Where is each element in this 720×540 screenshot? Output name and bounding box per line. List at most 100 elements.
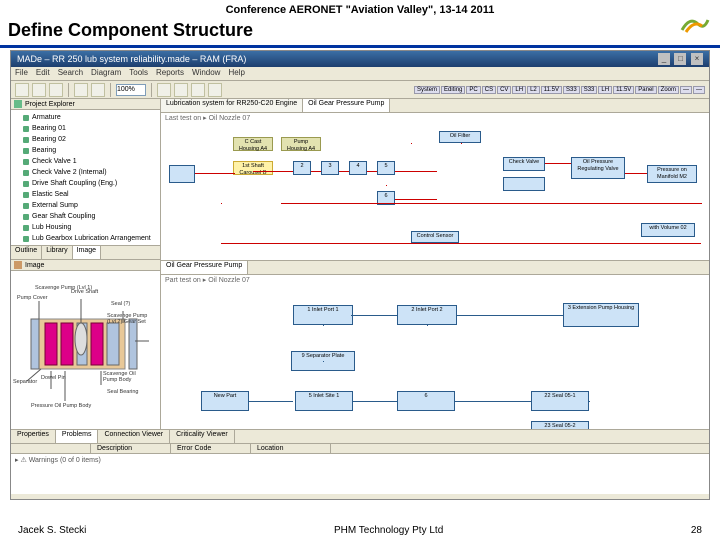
flow-block[interactable]: 1 Inlet Port 1	[293, 305, 353, 325]
menu-diagram[interactable]: Diagram	[91, 68, 121, 77]
toolbar-tab[interactable]: S33	[563, 86, 580, 94]
toolbar-button[interactable]	[74, 83, 88, 97]
diagram-block[interactable]: 4	[349, 161, 367, 175]
minimize-button[interactable]: _	[658, 53, 670, 65]
toolbar-tab[interactable]: L2	[527, 86, 540, 94]
diagram-block[interactable]: 5	[377, 161, 395, 175]
image-icon	[14, 261, 22, 269]
problems-body: ▸ ⚠ Warnings (0 of 0 items)	[11, 454, 709, 494]
toolbar-button[interactable]	[208, 83, 222, 97]
toolbar-tab[interactable]: LH	[598, 86, 612, 94]
problems-col	[11, 444, 91, 453]
toolbar-button[interactable]	[49, 83, 63, 97]
diagram-block[interactable]: Oil Filter	[439, 131, 481, 143]
flow-block[interactable]: 22 Seal 05-1	[531, 391, 589, 411]
diagram-block[interactable]: Pressure on Manifold M2	[647, 165, 697, 183]
menu-search[interactable]: Search	[58, 68, 83, 77]
slide-title: Define Component Structure	[0, 18, 720, 48]
diagram-block[interactable]: 3	[321, 161, 339, 175]
diagram-block[interactable]	[503, 177, 545, 191]
menubar: File Edit Search Diagram Tools Reports Window H…	[11, 67, 709, 81]
explorer-tab-outline[interactable]: Outline	[11, 246, 42, 259]
tree-item[interactable]: Bearing	[15, 145, 156, 156]
tree-item[interactable]: Drive Shaft Coupling (Eng.)	[15, 178, 156, 189]
diagram-block[interactable]: 2	[293, 161, 311, 175]
toolbar-button[interactable]	[157, 83, 171, 97]
toolbar-tab[interactable]: Zoom	[658, 86, 679, 94]
explorer-tab-image[interactable]: Image	[73, 246, 101, 259]
pump-label: Pressure Oil Pump Body	[31, 403, 91, 409]
zoom-input[interactable]	[116, 84, 146, 96]
pump-label: Seal (?)	[111, 301, 130, 307]
flow-block[interactable]: 6	[397, 391, 455, 411]
left-column: Project Explorer ArmatureBearing 01Beari…	[11, 99, 161, 429]
flow-block[interactable]: 23 Seal 05-2	[531, 421, 589, 429]
toolbar-tab[interactable]: —	[693, 86, 705, 94]
flow-block[interactable]: 2 Inlet Port 2	[397, 305, 457, 325]
window-controls: _ □ ×	[656, 53, 703, 65]
toolbar-button[interactable]	[174, 83, 188, 97]
pump-label: Scavenge Oil Pump Body	[103, 371, 147, 383]
tree-item[interactable]: Lub Gearbox Lubrication Arrangement	[15, 233, 156, 244]
tree-item[interactable]: Gear Shaft Coupling	[15, 211, 156, 222]
tree-item[interactable]: Check Valve 1	[15, 156, 156, 167]
toolbar-tab[interactable]: Editing	[441, 86, 465, 94]
diagram-block[interactable]	[169, 165, 195, 183]
toolbar-tab[interactable]: 11.5V	[541, 86, 562, 94]
tree-item[interactable]: Bearing 01	[15, 123, 156, 134]
diagram-block[interactable]: with Volume 02	[641, 223, 695, 237]
toolbar-button[interactable]	[15, 83, 29, 97]
canvas-bottom[interactable]: Part test on ▸ Oil Nozzle 07 1 Inlet Por…	[161, 275, 709, 429]
flow-block[interactable]: 5 Inlet Site 1	[295, 391, 353, 411]
project-tree[interactable]: ArmatureBearing 01Bearing 02BearingCheck…	[11, 110, 160, 245]
toolbar-button[interactable]	[32, 83, 46, 97]
toolbar-button[interactable]	[91, 83, 105, 97]
flow-block[interactable]: New Part	[201, 391, 249, 411]
bottom-tab-problems[interactable]: Problems	[56, 430, 99, 443]
toolbar-tab[interactable]: CS	[482, 86, 496, 94]
diagram-block[interactable]: Oil Pressure Regulating Valve	[571, 157, 625, 179]
toolbar-tab[interactable]: CV	[497, 86, 511, 94]
tab-oil-gear-pump[interactable]: Oil Gear Pressure Pump	[303, 99, 390, 112]
toolbar-tab[interactable]: —	[680, 86, 692, 94]
tree-item[interactable]: Check Valve 2 (Internal)	[15, 167, 156, 178]
toolbar-button[interactable]	[191, 83, 205, 97]
menu-reports[interactable]: Reports	[156, 68, 184, 77]
diagram-block[interactable]: Control Sensor	[411, 231, 459, 243]
menu-tools[interactable]: Tools	[129, 68, 148, 77]
toolbar-tab[interactable]: 11.5V	[613, 86, 634, 94]
warnings-row: Warnings (0 of 0 items)	[29, 457, 101, 464]
toolbar-tab[interactable]: S33	[581, 86, 598, 94]
maximize-button[interactable]: □	[674, 53, 686, 65]
flow-block[interactable]: 3 Extension Pump Housing	[563, 303, 639, 327]
toolbar-tab[interactable]: System	[414, 86, 440, 94]
tree-item[interactable]: External Sump	[15, 200, 156, 211]
tree-item[interactable]: Bearing 02	[15, 134, 156, 145]
pump-label: Seal Bearing	[107, 389, 139, 395]
toolbar-tab[interactable]: PC	[466, 86, 480, 94]
canvas-top[interactable]: Last test on ▸ Oil Nozzle 07 C Cast Hous…	[161, 113, 709, 261]
diagram-block[interactable]: 1st Shaft Carousel B	[233, 161, 273, 175]
tree-item[interactable]: Armature	[15, 112, 156, 123]
menu-help[interactable]: Help	[228, 68, 244, 77]
bottom-tab-connection-viewer[interactable]: Connection Viewer	[98, 430, 170, 443]
project-explorer-panel: Project Explorer ArmatureBearing 01Beari…	[11, 99, 160, 245]
toolbar-tab[interactable]: Panel	[635, 86, 656, 94]
bottom-panel: PropertiesProblemsConnection ViewerCriti…	[11, 429, 709, 499]
toolbar-tab[interactable]: LH	[512, 86, 526, 94]
menu-file[interactable]: File	[15, 68, 28, 77]
close-button[interactable]: ×	[691, 53, 703, 65]
tab-lub-system[interactable]: Lubrication system for RR250-C20 Engine	[161, 99, 303, 112]
tree-item[interactable]: Lub Housing	[15, 222, 156, 233]
diagram-block[interactable]: Pump Housing A4	[281, 137, 321, 151]
tree-item[interactable]: Elastic Seal	[15, 189, 156, 200]
menu-edit[interactable]: Edit	[36, 68, 50, 77]
last-test-label: Last test on ▸ Oil Nozzle 07	[165, 114, 250, 122]
diagram-block[interactable]: Check Valve	[503, 157, 545, 171]
explorer-tab-library[interactable]: Library	[42, 246, 72, 259]
tab-oil-gear-pump-flow[interactable]: Oil Gear Pressure Pump	[161, 261, 248, 274]
diagram-block[interactable]: C Cast Housing A4	[233, 137, 273, 151]
menu-window[interactable]: Window	[192, 68, 220, 77]
bottom-tab-criticality-viewer[interactable]: Criticality Viewer	[170, 430, 235, 443]
bottom-tab-properties[interactable]: Properties	[11, 430, 56, 443]
